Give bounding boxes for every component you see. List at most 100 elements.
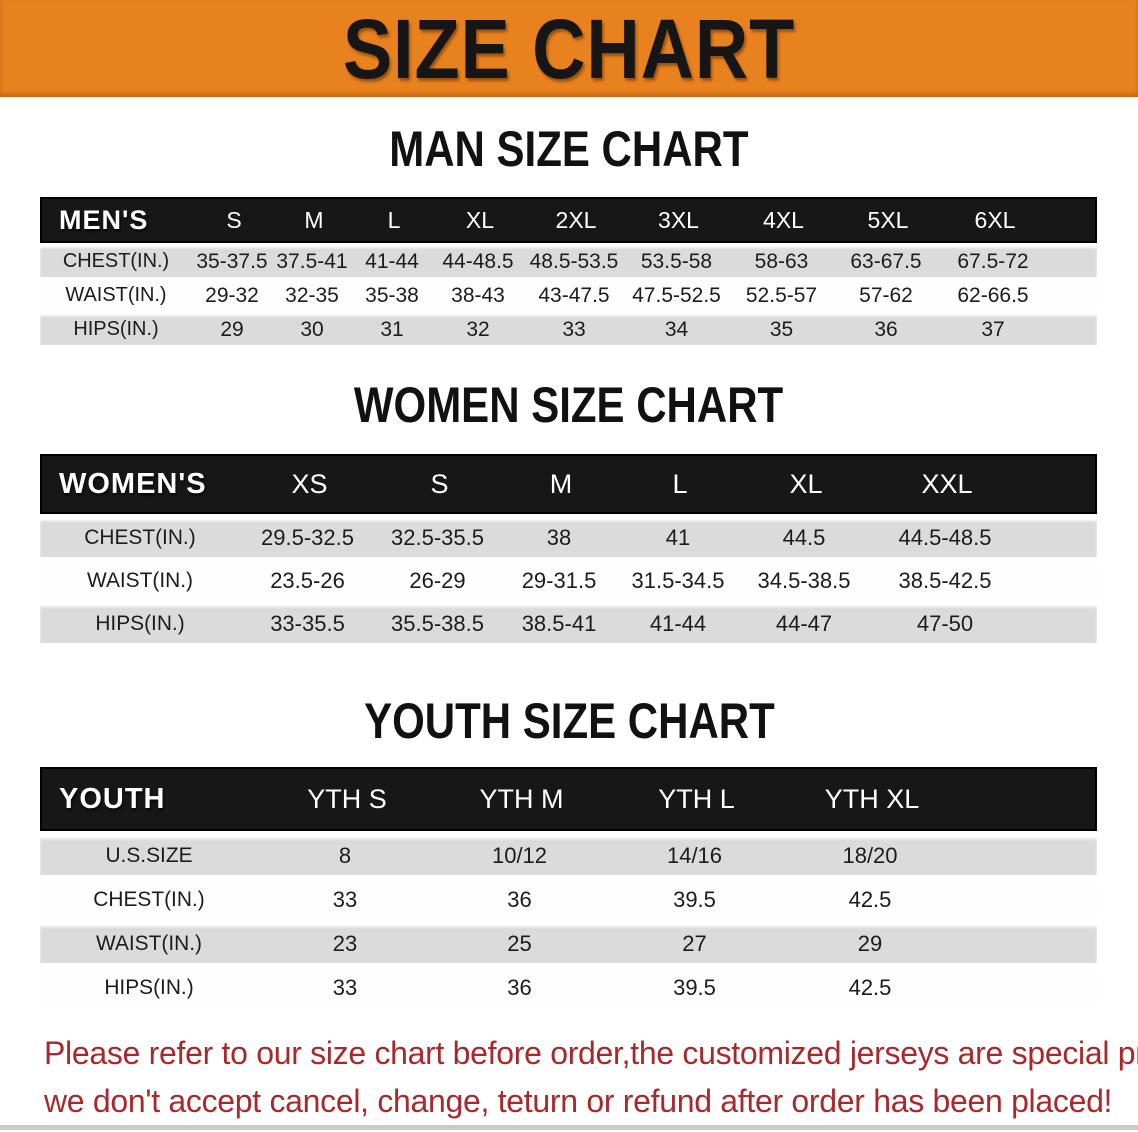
women-size-table: WOMEN'S XS S M L XL XXL CHEST(IN.) 29.5-… — [40, 454, 1097, 643]
cell: 29.5-32.5 — [261, 525, 354, 550]
order-notice-line1: Please refer to our size chart before or… — [44, 1035, 1138, 1071]
youth-column-header: YTH XL — [824, 783, 920, 814]
cell: 47.5-52.5 — [632, 283, 721, 307]
cell: 26-29 — [409, 568, 466, 593]
cell: 41-44 — [649, 611, 707, 636]
row-label: CHEST(IN.) — [62, 250, 170, 272]
bottom-divider — [0, 1125, 1138, 1130]
cell: 31.5-34.5 — [631, 568, 725, 593]
cell: 8 — [338, 843, 352, 868]
banner-title: SIZE CHART — [342, 1, 796, 96]
cell: 67.5-72 — [957, 249, 1029, 273]
cell: 14/16 — [666, 843, 723, 868]
row-label: HIPS(IN.) — [104, 976, 194, 999]
men-chest-row: CHEST(IN.) 35-37.5 37.5-41 41-44 44-48.5… — [40, 246, 1097, 277]
youth-table-corner-label: YOUTH — [59, 782, 166, 815]
cell: 52.5-57 — [745, 283, 818, 307]
cell: 10/12 — [491, 843, 548, 868]
youth-waist-row: WAIST(IN.) 23 25 27 29 — [40, 925, 1097, 963]
women-table-corner-label: WOMEN'S — [59, 467, 207, 500]
men-column-header: M — [304, 206, 324, 233]
youth-column-header: YTH M — [479, 783, 564, 814]
cell: 42.5 — [848, 887, 892, 912]
men-column-header: L — [387, 206, 401, 233]
cell: 35 — [769, 317, 794, 341]
cell: 36 — [507, 887, 532, 912]
youth-column-header: YTH L — [658, 783, 735, 814]
youth-size-table: YOUTH YTH S YTH M YTH L YTH XL U.S.SIZE … — [40, 767, 1097, 1007]
cell: 39.5 — [673, 975, 716, 1000]
women-column-header: S — [430, 468, 449, 499]
cell: 31 — [380, 317, 404, 341]
youth-ussize-row: U.S.SIZE 8 10/12 14/16 18/20 — [40, 837, 1097, 875]
cell: 33 — [332, 975, 358, 1000]
cell: 42.5 — [848, 975, 892, 1000]
order-notice: Please refer to our size chart before or… — [44, 1029, 1138, 1125]
men-table-header-row: MEN'S S M L XL 2XL 3XL 4XL 5XL 6XL — [40, 197, 1097, 243]
women-column-header: L — [672, 468, 688, 499]
men-table-corner-label: MEN'S — [59, 204, 149, 235]
cell: 34.5-38.5 — [757, 568, 851, 593]
cell: 36 — [507, 975, 532, 1000]
cell: 18/20 — [842, 843, 898, 868]
cell: 57-62 — [859, 283, 913, 307]
men-section-heading: MAN SIZE CHART — [0, 123, 1138, 175]
men-column-header: 5XL — [867, 206, 909, 233]
cell: 63-67.5 — [850, 249, 922, 273]
men-column-header: 6XL — [974, 206, 1016, 233]
cell: 23.5-26 — [270, 568, 345, 593]
youth-table-header-row: YOUTH YTH S YTH M YTH L YTH XL — [40, 767, 1097, 831]
cell: 58-63 — [754, 249, 809, 273]
cell: 44.5-48.5 — [898, 525, 992, 550]
cell: 37 — [981, 317, 1005, 341]
cell: 39.5 — [673, 887, 716, 912]
cell: 38-43 — [451, 283, 505, 307]
cell: 48.5-53.5 — [529, 249, 619, 273]
row-label: CHEST(IN.) — [93, 888, 205, 911]
row-label: WAIST(IN.) — [65, 284, 167, 306]
row-label: CHEST(IN.) — [84, 526, 196, 549]
row-label: HIPS(IN.) — [73, 318, 159, 340]
men-column-header: 4XL — [763, 206, 804, 233]
row-label: WAIST(IN.) — [87, 569, 193, 592]
cell: 35-37.5 — [196, 249, 268, 273]
cell: 34 — [664, 317, 689, 341]
cell: 32-35 — [285, 283, 339, 307]
cell: 33-35.5 — [270, 611, 345, 636]
women-table-header-row: WOMEN'S XS S M L XL XXL — [40, 454, 1097, 514]
youth-column-header: YTH S — [307, 783, 387, 814]
women-section-heading-text: WOMEN SIZE CHART — [354, 377, 784, 433]
cell: 44.5 — [782, 525, 826, 550]
cell: 41 — [665, 525, 691, 550]
cell: 35-38 — [365, 283, 419, 307]
men-column-header: 2XL — [555, 206, 597, 233]
men-waist-row: WAIST(IN.) 29-32 32-35 35-38 38-43 43-47… — [40, 280, 1097, 311]
cell: 41-44 — [365, 249, 419, 273]
women-hips-row: HIPS(IN.) 33-35.5 35.5-38.5 38.5-41 41-4… — [40, 605, 1097, 643]
women-section-heading: WOMEN SIZE CHART — [0, 379, 1138, 431]
cell: 38 — [546, 525, 572, 550]
cell: 29-31.5 — [521, 568, 597, 593]
order-notice-line2: we don't accept cancel, change, teturn o… — [44, 1083, 1113, 1119]
cell: 35.5-38.5 — [391, 611, 484, 636]
cell: 53.5-58 — [640, 249, 713, 273]
cell: 29 — [220, 317, 244, 341]
women-chest-row: CHEST(IN.) 29.5-32.5 32.5-35.5 38 41 44.… — [40, 519, 1097, 557]
row-label: WAIST(IN.) — [96, 932, 202, 955]
youth-section-heading-text: YOUTH SIZE CHART — [363, 693, 775, 749]
row-label: U.S.SIZE — [105, 844, 193, 867]
youth-section-heading: YOUTH SIZE CHART — [0, 695, 1138, 747]
cell: 29 — [857, 931, 883, 956]
men-column-header: XL — [465, 206, 495, 233]
cell: 37.5-41 — [276, 249, 348, 273]
men-section-heading-text: MAN SIZE CHART — [389, 121, 749, 177]
women-column-header: M — [549, 468, 573, 499]
cell: 33 — [332, 887, 358, 912]
men-column-header: 3XL — [658, 206, 699, 233]
women-waist-row: WAIST(IN.) 23.5-26 26-29 29-31.5 31.5-34… — [40, 562, 1097, 600]
men-column-header: S — [226, 206, 242, 233]
cell: 23 — [332, 931, 358, 956]
youth-chest-row: CHEST(IN.) 33 36 39.5 42.5 — [40, 881, 1097, 919]
youth-hips-row: HIPS(IN.) 33 36 39.5 42.5 — [40, 969, 1097, 1007]
cell: 36 — [874, 317, 898, 341]
